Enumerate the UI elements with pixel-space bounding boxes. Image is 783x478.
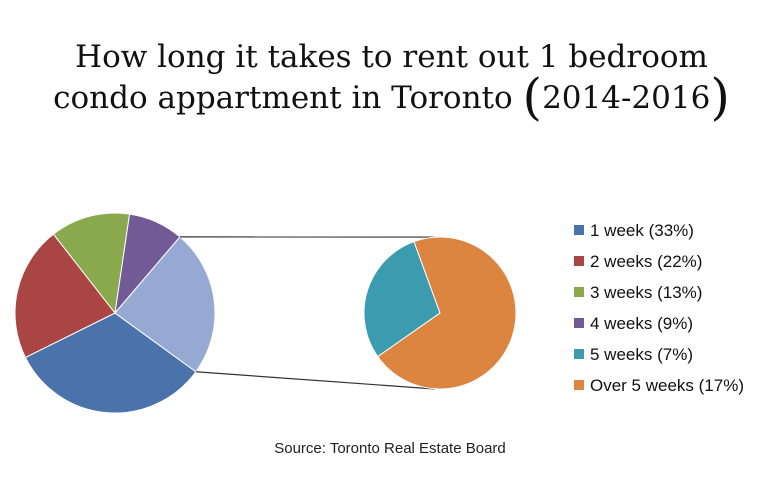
- chart-title-line2: condo appartment in Toronto (2014-2016): [0, 72, 783, 122]
- secondary-slice-5-weeks: [363, 240, 441, 358]
- chart-title-line1: How long it takes to rent out 1 bedroom: [75, 39, 708, 75]
- legend: 1 week (33%) 2 weeks (22%) 3 weeks (13%) 4 …: [574, 221, 744, 395]
- pie-slice-1-week: [24, 312, 197, 414]
- legend-swatch: [574, 380, 584, 390]
- open-paren: (: [522, 68, 543, 126]
- legend-entry: Over 5 weeks (17%): [590, 376, 744, 395]
- chart-title-line2-text: condo appartment in Toronto: [53, 80, 513, 116]
- main-pie: [14, 212, 216, 414]
- legend-swatch: [574, 287, 584, 297]
- legend-swatch: [574, 256, 584, 266]
- legend-entry: 5 weeks (7%): [590, 345, 693, 364]
- legend-entry: 1 week (33%): [590, 221, 694, 240]
- legend-swatch: [574, 318, 584, 328]
- chart-title-years: 2014-2016: [542, 80, 711, 116]
- connector-line-bottom: [195, 371, 436, 390]
- pie-slice-2-weeks: [14, 233, 116, 359]
- pie-slice-3-weeks: [52, 212, 131, 315]
- legend-swatch: [574, 349, 584, 359]
- source-note: Source: Toronto Real Estate Board: [274, 440, 506, 457]
- secondary-pie: [363, 236, 517, 390]
- secondary-slice-over-5-weeks: [377, 236, 517, 390]
- legend-swatch: [574, 225, 584, 235]
- legend-entry: 4 weeks (9%): [590, 314, 693, 333]
- legend-entry: 3 weeks (13%): [590, 283, 702, 302]
- pie-connector-lines: [179, 236, 436, 390]
- legend-entry: 2 weeks (22%): [590, 252, 702, 271]
- close-paren: ): [710, 68, 730, 126]
- pie-slice-other: [114, 236, 216, 373]
